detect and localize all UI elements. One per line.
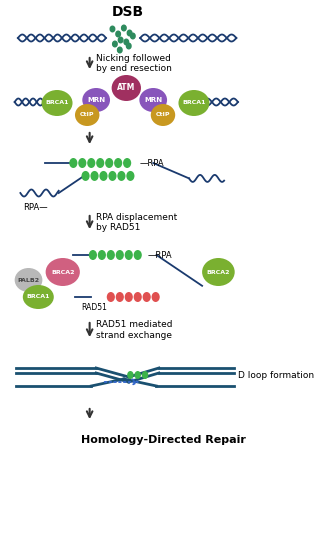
Text: BRCA1: BRCA1 — [45, 101, 69, 106]
Circle shape — [143, 292, 151, 302]
Circle shape — [96, 158, 104, 168]
Circle shape — [114, 158, 122, 168]
Ellipse shape — [82, 88, 110, 112]
Ellipse shape — [46, 258, 80, 286]
Text: CtIP: CtIP — [156, 113, 170, 118]
Circle shape — [78, 158, 86, 168]
Circle shape — [118, 37, 123, 43]
Circle shape — [125, 250, 133, 260]
Circle shape — [87, 158, 95, 168]
Circle shape — [122, 25, 126, 31]
Circle shape — [127, 371, 134, 379]
Circle shape — [69, 158, 77, 168]
Circle shape — [90, 171, 99, 181]
Circle shape — [116, 31, 120, 37]
Ellipse shape — [75, 104, 100, 126]
Circle shape — [130, 33, 135, 39]
Ellipse shape — [179, 90, 209, 116]
Circle shape — [123, 158, 131, 168]
Circle shape — [116, 292, 124, 302]
Circle shape — [107, 250, 115, 260]
Circle shape — [100, 171, 107, 181]
Ellipse shape — [151, 104, 175, 126]
Circle shape — [142, 371, 148, 379]
Text: RPA displacement
by RAD51: RPA displacement by RAD51 — [96, 213, 177, 232]
Text: —RPA: —RPA — [139, 158, 164, 168]
Circle shape — [82, 171, 90, 181]
Ellipse shape — [15, 268, 43, 292]
Text: CtIP: CtIP — [80, 113, 94, 118]
Circle shape — [125, 292, 133, 302]
Circle shape — [113, 41, 117, 47]
Text: ATM: ATM — [117, 84, 135, 92]
Text: MRN: MRN — [87, 97, 105, 103]
Ellipse shape — [112, 75, 141, 101]
Text: RAD51 mediated
strand exchange: RAD51 mediated strand exchange — [96, 320, 173, 340]
Text: DSB: DSB — [112, 5, 144, 19]
Ellipse shape — [202, 258, 235, 286]
Text: PALB2: PALB2 — [17, 278, 40, 283]
Circle shape — [135, 371, 141, 379]
Circle shape — [116, 250, 124, 260]
Circle shape — [105, 158, 113, 168]
Ellipse shape — [139, 88, 167, 112]
Text: RPA—: RPA— — [23, 204, 47, 212]
Circle shape — [89, 250, 97, 260]
Ellipse shape — [42, 90, 72, 116]
Circle shape — [126, 171, 135, 181]
Circle shape — [108, 171, 117, 181]
Circle shape — [127, 30, 132, 36]
Text: Homology-Directed Repair: Homology-Directed Repair — [82, 435, 246, 445]
Text: Nicking followed
by end resection: Nicking followed by end resection — [96, 54, 172, 73]
Text: RAD51: RAD51 — [82, 304, 107, 312]
Circle shape — [98, 250, 106, 260]
Text: BRCA1: BRCA1 — [26, 294, 50, 300]
Circle shape — [107, 292, 115, 302]
Circle shape — [134, 292, 142, 302]
Circle shape — [117, 47, 122, 53]
Text: BRCA2: BRCA2 — [207, 270, 230, 274]
Circle shape — [127, 43, 131, 49]
Circle shape — [152, 292, 160, 302]
Circle shape — [124, 39, 129, 45]
Circle shape — [110, 26, 115, 32]
Circle shape — [117, 171, 125, 181]
Text: D loop formation: D loop formation — [238, 371, 314, 381]
Text: —RPA: —RPA — [147, 250, 172, 260]
Text: BRCA1: BRCA1 — [182, 101, 206, 106]
Text: BRCA2: BRCA2 — [51, 270, 75, 274]
Text: MRN: MRN — [144, 97, 162, 103]
Ellipse shape — [23, 285, 54, 309]
Circle shape — [134, 250, 142, 260]
